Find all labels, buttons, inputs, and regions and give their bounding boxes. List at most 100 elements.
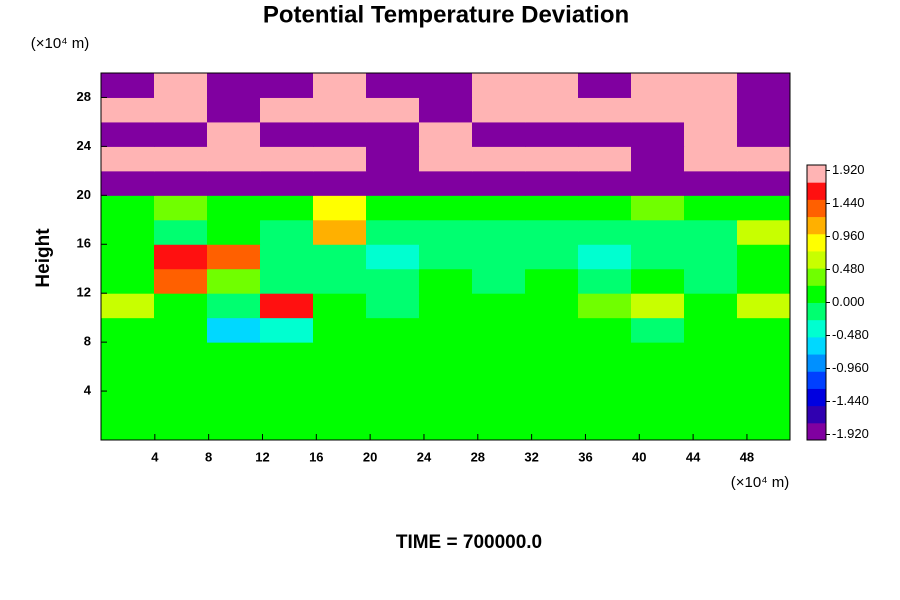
colorbar-tick-label: 1.920 — [832, 162, 865, 177]
heat-cell — [578, 415, 632, 441]
heat-cell — [684, 268, 738, 294]
colorbar-tick-label: -1.440 — [832, 393, 869, 408]
heat-cell — [101, 244, 155, 270]
heat-cell — [684, 366, 738, 392]
y-tick-label: 28 — [77, 89, 91, 104]
y-unit: (×10⁴ m) — [31, 35, 90, 52]
heat-cell — [631, 293, 685, 319]
colorbar-band — [807, 371, 826, 389]
heat-cell — [101, 415, 155, 441]
heat-cell — [260, 366, 314, 392]
heat-cell — [260, 342, 314, 368]
x-tick-label: 4 — [151, 449, 159, 464]
heat-cell — [207, 170, 261, 196]
x-tick-label: 48 — [740, 449, 754, 464]
x-tick-label: 16 — [309, 449, 323, 464]
heat-cell — [631, 317, 685, 343]
heat-cell — [419, 73, 473, 98]
y-tick-label: 20 — [77, 187, 91, 202]
heat-cell — [313, 121, 367, 147]
heat-cell — [737, 170, 791, 196]
colorbar-tick-label: 0.000 — [832, 294, 865, 309]
heat-cell — [154, 121, 208, 147]
heat-cell — [419, 121, 473, 147]
heat-cell — [366, 97, 420, 123]
field — [101, 73, 791, 441]
heat-cell — [631, 121, 685, 147]
heat-cell — [207, 219, 261, 245]
heat-cell — [737, 244, 791, 270]
heat-cell — [578, 146, 632, 172]
heat-cell — [313, 293, 367, 319]
heat-cell — [472, 293, 526, 319]
heat-cell — [525, 268, 579, 294]
heat-cell — [578, 219, 632, 245]
heat-cell — [313, 97, 367, 123]
heat-cell — [366, 317, 420, 343]
heat-cell — [684, 317, 738, 343]
heat-cell — [419, 244, 473, 270]
heat-cell — [684, 73, 738, 98]
colorbar-band — [807, 336, 826, 355]
colorbar-band — [807, 250, 826, 269]
heat-cell — [472, 121, 526, 147]
heat-cell — [260, 97, 314, 123]
heat-cell — [154, 317, 208, 343]
heat-cell — [525, 97, 579, 123]
colorbar-tick-label: -1.920 — [832, 426, 869, 441]
heat-cell — [366, 244, 420, 270]
heat-cell — [366, 391, 420, 417]
heat-cell — [260, 146, 314, 172]
heat-cell — [366, 268, 420, 294]
heat-cell — [472, 415, 526, 441]
heat-cell — [260, 73, 314, 98]
colorbar-tick-label: 0.480 — [832, 261, 865, 276]
heat-cell — [313, 73, 367, 98]
heat-cell — [419, 342, 473, 368]
heat-cell — [684, 170, 738, 196]
heat-cell — [631, 391, 685, 417]
heat-cell — [578, 268, 632, 294]
heat-cell — [578, 342, 632, 368]
heat-cell — [737, 97, 791, 123]
heat-cell — [207, 121, 261, 147]
heat-cell — [737, 391, 791, 417]
heat-cell — [472, 317, 526, 343]
heat-cell — [366, 366, 420, 392]
heat-cell — [578, 121, 632, 147]
heat-cell — [525, 293, 579, 319]
heat-cell — [154, 146, 208, 172]
heat-cell — [419, 317, 473, 343]
heat-cell — [631, 146, 685, 172]
heat-cell — [154, 244, 208, 270]
heat-cell — [684, 293, 738, 319]
heat-cell — [207, 195, 261, 221]
heat-cell — [684, 146, 738, 172]
x-tick-label: 28 — [471, 449, 485, 464]
heat-cell — [154, 366, 208, 392]
y-tick-label: 8 — [84, 334, 91, 349]
heat-cell — [631, 366, 685, 392]
heat-cell — [472, 170, 526, 196]
heat-cell — [154, 391, 208, 417]
heat-cell — [525, 73, 579, 98]
heat-cell — [419, 146, 473, 172]
x-tick-label: 44 — [686, 449, 701, 464]
heat-cell — [154, 73, 208, 98]
heat-cell — [101, 219, 155, 245]
y-tick-label: 16 — [77, 236, 91, 251]
colorbar-tick-label: 1.440 — [832, 195, 865, 210]
heat-cell — [260, 219, 314, 245]
heat-cell — [737, 366, 791, 392]
heat-cell — [101, 146, 155, 172]
heat-cell — [207, 317, 261, 343]
colorbar-tick-label: -0.960 — [832, 360, 869, 375]
heat-cell — [101, 170, 155, 196]
x-tick-label: 20 — [363, 449, 377, 464]
heat-cell — [101, 121, 155, 147]
x-tick-label: 24 — [417, 449, 432, 464]
heat-cell — [578, 244, 632, 270]
heat-cell — [472, 195, 526, 221]
heat-cell — [578, 73, 632, 98]
heat-cell — [260, 293, 314, 319]
